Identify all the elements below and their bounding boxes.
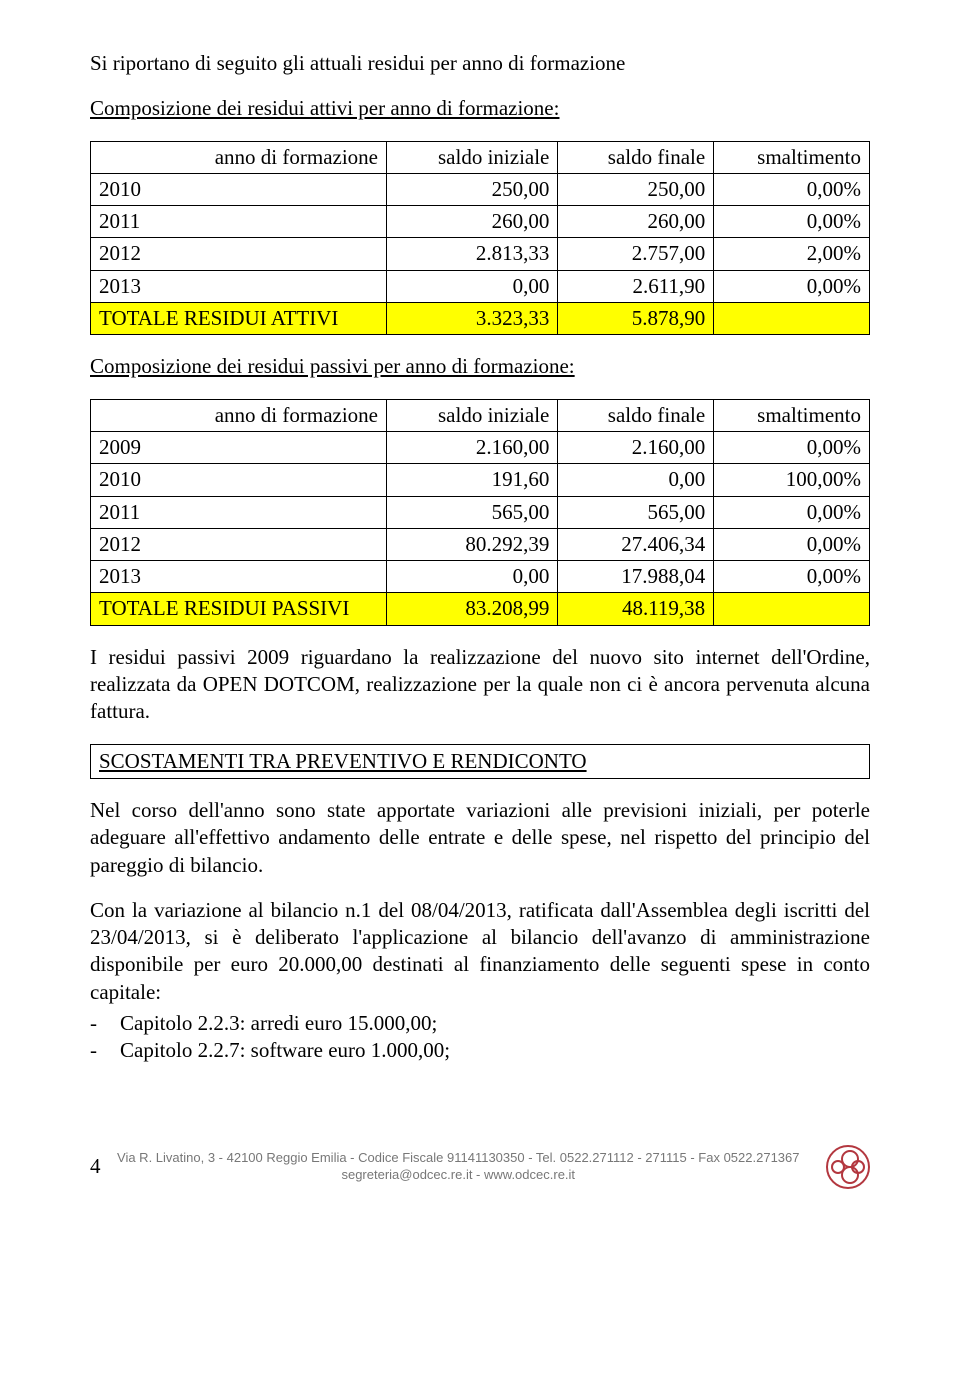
table-cell: 83.208,99 <box>387 593 558 625</box>
table-cell <box>714 303 870 335</box>
list-text: Capitolo 2.2.7: software euro 1.000,00; <box>120 1037 870 1064</box>
table-attivi: anno di formazione saldo iniziale saldo … <box>90 141 870 336</box>
th-smaltimento: smaltimento <box>714 141 870 173</box>
table2-caption: Composizione dei residui passivi per ann… <box>90 353 870 380</box>
page-footer: 4 Via R. Livatino, 3 - 42100 Reggio Emil… <box>90 1145 870 1189</box>
list-text: Capitolo 2.2.3: arredi euro 15.000,00; <box>120 1010 870 1037</box>
table-cell: 0,00 <box>558 464 714 496</box>
table-cell: 0,00% <box>714 561 870 593</box>
th-iniziale: saldo iniziale <box>387 141 558 173</box>
table-row: 20092.160,002.160,000,00% <box>91 431 870 463</box>
table-cell: 0,00% <box>714 496 870 528</box>
table-row: 2010250,00250,000,00% <box>91 173 870 205</box>
table-row: 201280.292,3927.406,340,00% <box>91 528 870 560</box>
after-tables-text: I residui passivi 2009 riguardano la rea… <box>90 644 870 726</box>
table-cell: 2011 <box>91 496 387 528</box>
footer-address: Via R. Livatino, 3 - 42100 Reggio Emilia… <box>101 1150 817 1167</box>
table-cell: 0,00 <box>387 270 558 302</box>
list-item: -Capitolo 2.2.3: arredi euro 15.000,00; <box>90 1010 870 1037</box>
footer-address-block: Via R. Livatino, 3 - 42100 Reggio Emilia… <box>101 1150 817 1184</box>
table-cell: 0,00% <box>714 431 870 463</box>
table-cell: 2012 <box>91 238 387 270</box>
table-cell: 2.160,00 <box>387 431 558 463</box>
section-heading-box: SCOSTAMENTI TRA PREVENTIVO E RENDICONTO <box>90 744 870 779</box>
footer-contact: segreteria@odcec.re.it - www.odcec.re.it <box>101 1167 817 1184</box>
list-item: -Capitolo 2.2.7: software euro 1.000,00; <box>90 1037 870 1064</box>
table-cell: 80.292,39 <box>387 528 558 560</box>
table-cell: TOTALE RESIDUI ATTIVI <box>91 303 387 335</box>
table-cell: 0,00% <box>714 206 870 238</box>
section-heading: SCOSTAMENTI TRA PREVENTIVO E RENDICONTO <box>99 749 587 773</box>
table-cell: 17.988,04 <box>558 561 714 593</box>
th-anno: anno di formazione <box>91 399 387 431</box>
table-cell: 2.611,90 <box>558 270 714 302</box>
th-finale: saldo finale <box>558 399 714 431</box>
table-row: 2010191,600,00100,00% <box>91 464 870 496</box>
table-cell: 2010 <box>91 173 387 205</box>
table-row: 20130,0017.988,040,00% <box>91 561 870 593</box>
intro-text: Si riportano di seguito gli attuali resi… <box>90 50 870 77</box>
table-cell: 27.406,34 <box>558 528 714 560</box>
th-iniziale: saldo iniziale <box>387 399 558 431</box>
table-row: 2011260,00260,000,00% <box>91 206 870 238</box>
table-cell: 191,60 <box>387 464 558 496</box>
table-cell <box>714 593 870 625</box>
table-cell: 2.757,00 <box>558 238 714 270</box>
table-cell: 0,00% <box>714 173 870 205</box>
table-cell: 3.323,33 <box>387 303 558 335</box>
table-cell: 0,00% <box>714 270 870 302</box>
table-passivi: anno di formazione saldo iniziale saldo … <box>90 399 870 626</box>
table-cell: 2011 <box>91 206 387 238</box>
list-dash: - <box>90 1010 120 1037</box>
table1-caption: Composizione dei residui attivi per anno… <box>90 95 870 122</box>
table-cell: TOTALE RESIDUI PASSIVI <box>91 593 387 625</box>
table-row: 2011565,00565,000,00% <box>91 496 870 528</box>
table-cell: 260,00 <box>558 206 714 238</box>
table-row: TOTALE RESIDUI PASSIVI83.208,9948.119,38 <box>91 593 870 625</box>
th-anno: anno di formazione <box>91 141 387 173</box>
body-para-2: Con la variazione al bilancio n.1 del 08… <box>90 897 870 1006</box>
table-cell: 100,00% <box>714 464 870 496</box>
page-number: 4 <box>90 1153 101 1180</box>
table-cell: 2.813,33 <box>387 238 558 270</box>
table-cell: 5.878,90 <box>558 303 714 335</box>
table-cell: 2013 <box>91 270 387 302</box>
table-cell: 2012 <box>91 528 387 560</box>
table-cell: 565,00 <box>387 496 558 528</box>
table-cell: 2009 <box>91 431 387 463</box>
footer-logo-icon <box>826 1145 870 1189</box>
table-cell: 0,00% <box>714 528 870 560</box>
table-cell: 260,00 <box>387 206 558 238</box>
table-cell: 48.119,38 <box>558 593 714 625</box>
table-cell: 0,00 <box>387 561 558 593</box>
th-smaltimento: smaltimento <box>714 399 870 431</box>
body-para-1: Nel corso dell'anno sono state apportate… <box>90 797 870 879</box>
table-row: TOTALE RESIDUI ATTIVI3.323,335.878,90 <box>91 303 870 335</box>
table-cell: 2.160,00 <box>558 431 714 463</box>
table-cell: 2,00% <box>714 238 870 270</box>
th-finale: saldo finale <box>558 141 714 173</box>
table-cell: 250,00 <box>558 173 714 205</box>
table-cell: 2013 <box>91 561 387 593</box>
table-cell: 250,00 <box>387 173 558 205</box>
table-cell: 565,00 <box>558 496 714 528</box>
table-row: 20122.813,332.757,002,00% <box>91 238 870 270</box>
table-row: 20130,002.611,900,00% <box>91 270 870 302</box>
table-cell: 2010 <box>91 464 387 496</box>
list-dash: - <box>90 1037 120 1064</box>
